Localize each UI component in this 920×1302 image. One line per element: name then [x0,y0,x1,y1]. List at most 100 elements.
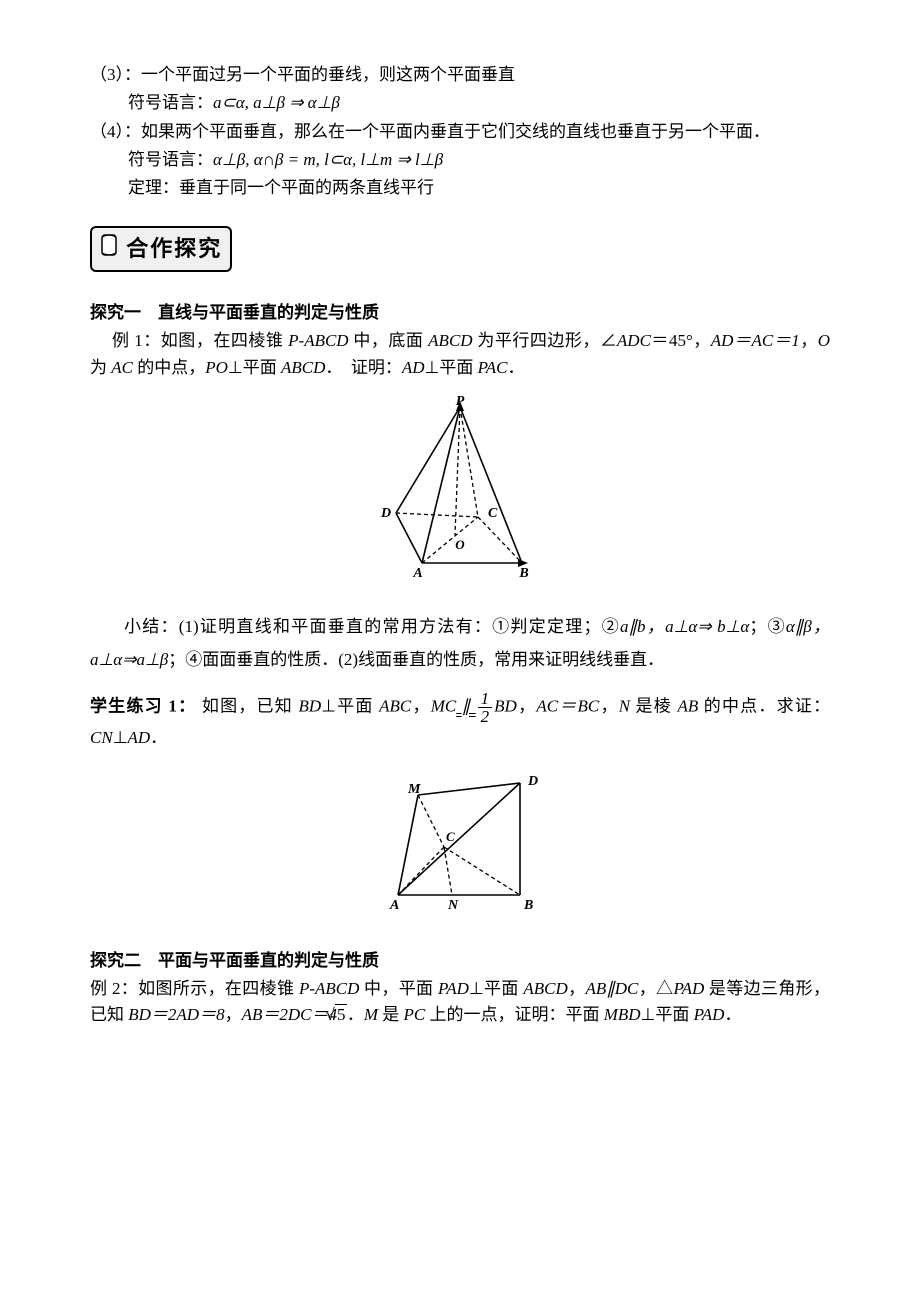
prac1-ad: AD [128,728,151,747]
prac1-t5: ， [599,696,618,715]
summary-1: 小结：(1)证明直线和平面垂直的常用方法有：①判定定理；②a∥b，a⊥α⇒ b⊥… [90,611,830,676]
ex1-m2: 为平行四边形，∠ [473,331,617,350]
ex2-t10: ⊥平面 [641,1005,694,1024]
ex1-o: O [818,331,830,350]
item-3-text: 一个平面过另一个平面的垂线，则这两个平面垂直 [141,65,515,84]
prac1-t6: 是棱 [630,696,677,715]
ex1-m4: ， [800,331,818,350]
item-3-label: （3）： [90,65,141,84]
sum1-lead: 小结：(1)证明直线和平面垂直的常用方法有：①判定定理；② [124,617,620,636]
prac1-abc: ABC [379,696,411,715]
prac1-frac-den: 2 [478,708,493,725]
item-3-statement: （3）：一个平面过另一个平面的垂线，则这两个平面垂直 [90,62,830,88]
prac1-t9: ． [150,728,167,747]
ex2-m: M [364,1005,378,1024]
ex2-abdc: AB＝2DC＝4 [242,1005,337,1024]
prac1-mc: MC [431,696,457,715]
ex2-pad3: PAD [694,1005,725,1024]
fig2-D: D [527,774,538,789]
prac1-t3: ， [411,696,430,715]
prac1-t7: 的中点．求证： [698,696,830,715]
sum1-f1: a∥b，a⊥α⇒ b⊥α [620,617,749,636]
prac1-frac: 12 [478,690,493,725]
prac1-bd2: BD [494,696,517,715]
ex2-bd: BD＝2AD＝8 [128,1005,224,1024]
prac1-acbc: AC＝BC [536,696,599,715]
fig1-A: A [412,566,422,581]
item-3-formula: a⊂α, a⊥β ⇒ α⊥β [213,93,340,112]
sum1-m2: ；④面面垂直的性质．(2)线面垂直的性质，常用来证明线线垂直． [168,650,664,669]
item-4-theorem: 垂直于同一个平面的两条直线平行 [179,178,434,197]
ex1-ad: AD [402,358,425,377]
ex2-t9: 上的一点，证明：平面 [425,1005,604,1024]
prism-diagram: M D C A N B [360,765,560,915]
example-2-text: 例 2：如图所示，在四棱锥 P-ABCD 中，平面 PAD⊥平面 ABCD，AB… [90,976,830,1029]
item-4-formula: α⊥β, α∩β = m, l⊂α, l⊥m ⇒ l⊥β [213,150,443,169]
prac1-t8: ⊥ [113,728,128,747]
fig2-N: N [447,898,459,913]
fig2-B: B [523,898,533,913]
explore-2-title: 探究二 平面与平面垂直的判定与性质 [90,948,830,974]
ex1-m6: 的中点， [133,358,205,377]
fig1-D: D [380,506,391,521]
ex2-t11: ． [724,1005,741,1024]
item-4-symlabel: 符号语言： [128,150,213,169]
ex1-m5: 为 [90,358,111,377]
item-4-text1: 如果两个平面垂直，那么在一个平面内垂直于它们交线的直线也垂直于另一个平面． [141,122,770,141]
ex1-abcd: ABCD [428,331,472,350]
ex1-pac: PAC [478,358,508,377]
ex2-t3: ， [568,979,586,998]
ex2-sqrt5: 5 [337,1002,348,1028]
ex2-pc: PC [403,1005,425,1024]
ex2-ab: AB [585,979,606,998]
ex1-m3: ＝45°， [651,331,711,350]
explore-1-title: 探究一 直线与平面垂直的判定与性质 [90,300,830,326]
prac1-t2: ⊥平面 [321,696,379,715]
fig2-A: A [389,898,399,913]
ex2-t1: 中，平面 [359,979,438,998]
ex2-t7: ． [347,1005,364,1024]
ex2-t8: 是 [378,1005,404,1024]
ex2-dc: DC [615,979,639,998]
ex1-m8: ． 证明： [325,358,402,377]
ex1-adc: ADC [617,331,651,350]
fig1-O: O [455,537,465,552]
ex2-abcd: ABCD [523,979,567,998]
prac1-n: N [619,696,630,715]
ex1-pyramid: P-ABCD [288,331,348,350]
prac1-parallel-equal: ∥ [456,696,475,715]
prac1-bd: BD [298,696,321,715]
ex1-abcd2: ABCD [281,358,325,377]
prac1-frac-num: 1 [478,690,493,708]
scroll-icon [100,232,118,266]
ex2-pad2: PAD [673,979,704,998]
figure-2: M D C A N B [90,765,830,923]
item-4-label: （4）： [90,122,141,141]
ex2-t6: ， [225,1005,242,1024]
prac1-t1: 如图，已知 [196,696,298,715]
prac1-t4: ， [517,696,536,715]
hezuo-box: 合作探究 [90,226,232,272]
item-4-theoremlabel: 定理： [128,178,179,197]
fig2-M: M [407,782,421,797]
ex1-ac: AC [111,358,133,377]
ex2-t2: ⊥平面 [469,979,523,998]
sum1-m1: ；③ [749,617,786,636]
ex1-lead: 例 1：如图，在四棱锥 [112,331,288,350]
hezuo-text: 合作探究 [126,236,222,261]
fig2-C: C [446,829,455,844]
ex2-pad: PAD [438,979,469,998]
ex2-t4: ，△ [638,979,673,998]
fig1-B: B [518,566,528,581]
ex1-m9: ⊥平面 [425,358,478,377]
ex2-mbd: MBD [604,1005,641,1024]
fig1-C: C [488,506,498,521]
prac1-cn: CN [90,728,113,747]
prac1-ab: AB [677,696,698,715]
ex1-po: PO [205,358,228,377]
item-3-symbol-line: 符号语言：a⊂α, a⊥β ⇒ α⊥β [90,90,830,116]
figure-1: P D C O A B [90,395,830,593]
ex2-t3a: ∥ [606,979,615,998]
ex1-m10: ． [508,358,525,377]
item-4-symbol-line: 符号语言：α⊥β, α∩β = m, l⊂α, l⊥m ⇒ l⊥β [90,147,830,173]
